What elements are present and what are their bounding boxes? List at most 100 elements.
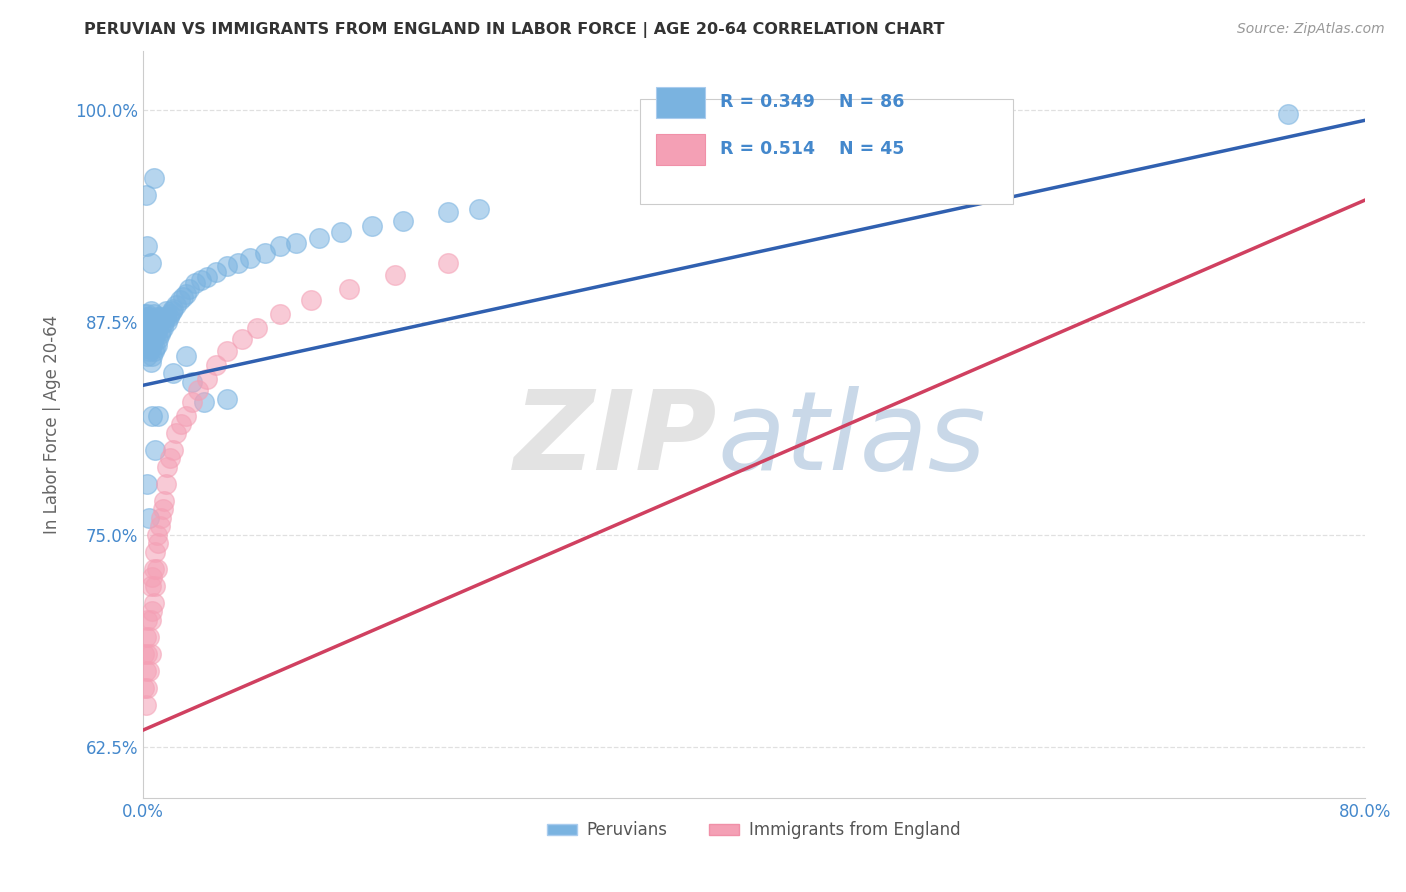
Point bbox=[143, 442, 166, 457]
Point bbox=[135, 664, 157, 678]
Point bbox=[146, 536, 169, 550]
Point bbox=[138, 630, 160, 644]
Point bbox=[136, 239, 159, 253]
Point bbox=[184, 277, 207, 291]
Point bbox=[139, 303, 162, 318]
Point bbox=[138, 320, 160, 334]
Point bbox=[142, 320, 165, 334]
Point bbox=[384, 268, 406, 282]
Text: Source: ZipAtlas.com: Source: ZipAtlas.com bbox=[1237, 22, 1385, 37]
Point bbox=[143, 327, 166, 342]
Point bbox=[139, 316, 162, 330]
Y-axis label: In Labor Force | Age 20-64: In Labor Force | Age 20-64 bbox=[44, 315, 60, 534]
Point bbox=[246, 320, 269, 334]
Point bbox=[146, 333, 169, 347]
Point bbox=[141, 337, 163, 351]
Point bbox=[205, 358, 228, 372]
Point bbox=[308, 230, 330, 244]
Text: atlas: atlas bbox=[717, 386, 986, 493]
Point bbox=[468, 202, 491, 216]
Point bbox=[152, 320, 174, 334]
Text: R = 0.514    N = 45: R = 0.514 N = 45 bbox=[720, 140, 904, 159]
Point bbox=[156, 459, 179, 474]
Point bbox=[195, 269, 218, 284]
Point bbox=[149, 519, 172, 533]
Point bbox=[174, 409, 197, 423]
Point bbox=[174, 350, 197, 364]
Point bbox=[134, 681, 156, 695]
Point bbox=[149, 327, 172, 342]
Text: ZIP: ZIP bbox=[513, 386, 717, 493]
Point bbox=[174, 286, 197, 301]
Point bbox=[269, 307, 291, 321]
Point bbox=[437, 256, 460, 270]
Point bbox=[284, 235, 307, 250]
Point bbox=[166, 298, 188, 312]
Point bbox=[136, 327, 159, 342]
Point bbox=[139, 613, 162, 627]
Point bbox=[155, 303, 177, 318]
Point bbox=[138, 344, 160, 359]
Point bbox=[136, 476, 159, 491]
Point bbox=[190, 273, 212, 287]
Point bbox=[162, 301, 184, 316]
Point bbox=[155, 310, 177, 325]
Point bbox=[239, 251, 262, 265]
Point bbox=[215, 344, 238, 359]
Point bbox=[177, 281, 200, 295]
Point bbox=[136, 307, 159, 321]
Point bbox=[138, 310, 160, 325]
Point bbox=[136, 647, 159, 661]
Point bbox=[180, 375, 202, 389]
Point bbox=[195, 371, 218, 385]
Point bbox=[149, 316, 172, 330]
Point bbox=[143, 316, 166, 330]
Point bbox=[135, 310, 157, 325]
FancyBboxPatch shape bbox=[640, 99, 1012, 204]
Point bbox=[134, 307, 156, 321]
Point bbox=[391, 213, 413, 227]
Point bbox=[156, 316, 179, 330]
Point bbox=[139, 579, 162, 593]
Point bbox=[231, 333, 253, 347]
Point bbox=[157, 310, 180, 325]
Point bbox=[1277, 106, 1299, 120]
Point bbox=[172, 290, 194, 304]
Point bbox=[142, 344, 165, 359]
Point bbox=[138, 511, 160, 525]
Point bbox=[160, 303, 183, 318]
Point bbox=[337, 281, 360, 295]
Point bbox=[141, 324, 163, 338]
Point bbox=[141, 570, 163, 584]
Point bbox=[143, 545, 166, 559]
Point bbox=[166, 425, 188, 440]
Point bbox=[162, 367, 184, 381]
Point bbox=[135, 630, 157, 644]
Point bbox=[254, 245, 277, 260]
Point bbox=[215, 260, 238, 274]
Point bbox=[299, 293, 322, 308]
Point bbox=[143, 579, 166, 593]
Legend: Peruvians, Immigrants from England: Peruvians, Immigrants from England bbox=[540, 814, 967, 846]
Point bbox=[193, 395, 215, 409]
Point bbox=[145, 562, 167, 576]
Point bbox=[215, 392, 238, 406]
Point bbox=[153, 493, 176, 508]
Point bbox=[142, 562, 165, 576]
Point bbox=[150, 324, 173, 338]
Text: PERUVIAN VS IMMIGRANTS FROM ENGLAND IN LABOR FORCE | AGE 20-64 CORRELATION CHART: PERUVIAN VS IMMIGRANTS FROM ENGLAND IN L… bbox=[84, 22, 945, 38]
Point bbox=[146, 409, 169, 423]
Point bbox=[143, 341, 166, 355]
Point bbox=[136, 350, 159, 364]
Point bbox=[136, 681, 159, 695]
Point bbox=[141, 350, 163, 364]
Point bbox=[141, 312, 163, 326]
Point bbox=[159, 451, 181, 466]
Bar bbox=[657, 134, 704, 165]
Point bbox=[145, 310, 167, 325]
Point bbox=[169, 293, 191, 308]
Point bbox=[135, 188, 157, 202]
Point bbox=[139, 341, 162, 355]
Point bbox=[142, 333, 165, 347]
Point bbox=[145, 528, 167, 542]
